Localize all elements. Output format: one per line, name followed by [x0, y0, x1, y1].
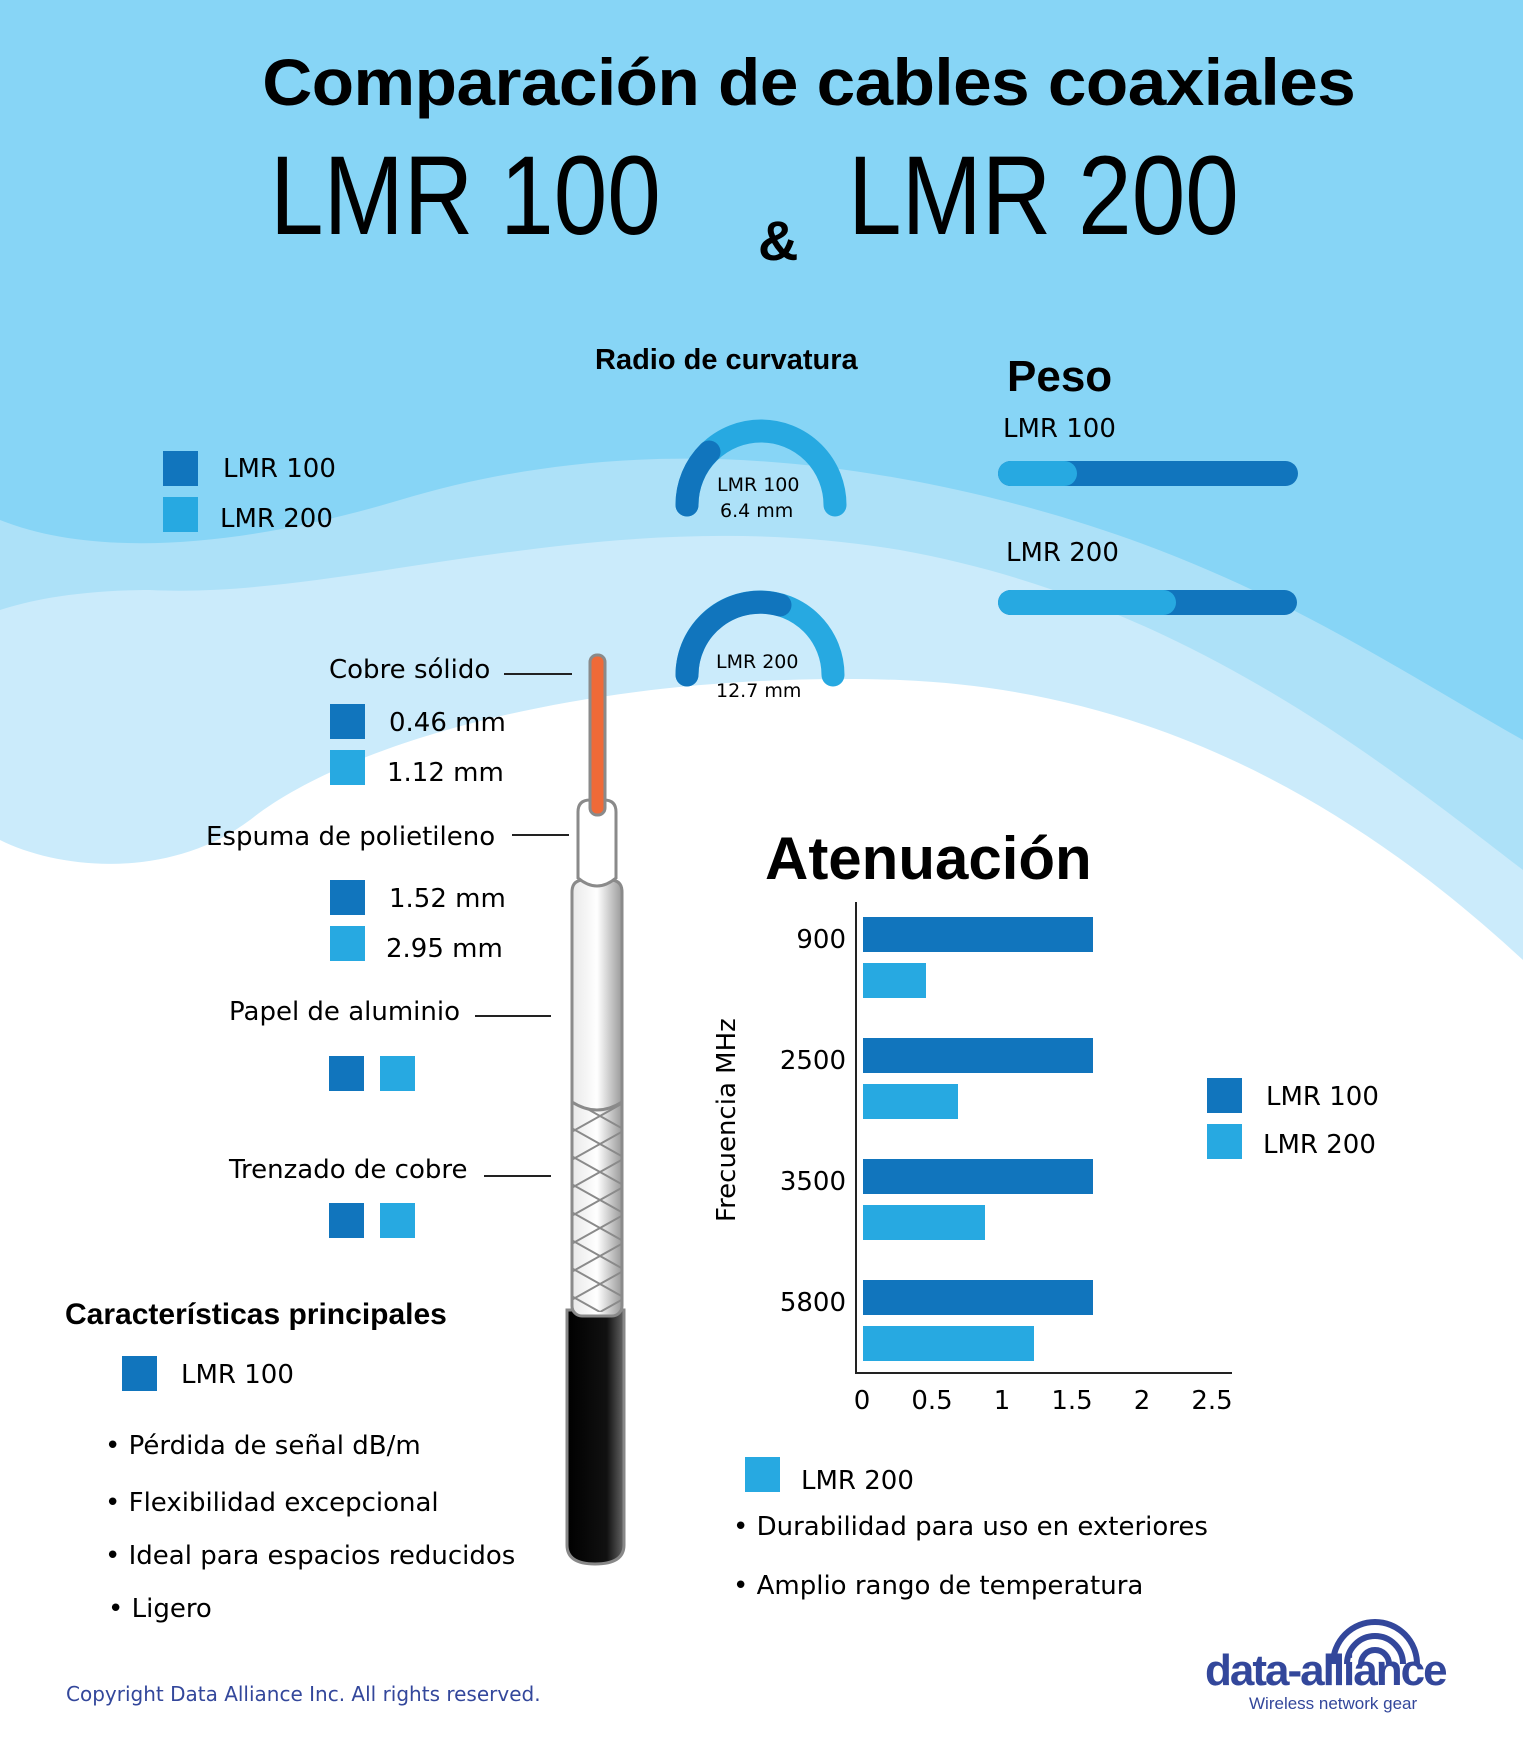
foil-layer — [570, 878, 624, 1112]
y-axis-line — [855, 902, 857, 1374]
leader-line-foil — [475, 1015, 551, 1017]
legend-label-lmr100: LMR 100 — [223, 454, 336, 484]
y-tick-5800: 5800 — [779, 1288, 846, 1318]
swatch-copper-lmr200 — [330, 750, 365, 785]
bar-lmr200-5800 — [863, 1326, 1034, 1361]
bend-lmr200-value: 12.7 mm — [716, 680, 802, 702]
bend-lmr200-label: LMR 200 — [716, 651, 799, 673]
logo-tagline: Wireless network gear — [1249, 1694, 1418, 1713]
product-b-title: LMR 200 — [848, 133, 1239, 258]
foam-lmr200-value: 2.95 mm — [386, 934, 503, 964]
copper-core — [588, 653, 607, 817]
features-title: Características principales — [65, 1298, 447, 1331]
x-axis-line — [855, 1372, 1232, 1374]
copyright-text: Copyright Data Alliance Inc. All rights … — [66, 1682, 541, 1706]
feature-bullet: • Amplio rango de temperatura — [733, 1571, 1144, 1601]
features-swatch-lmr200 — [745, 1457, 780, 1492]
bend-radius-title: Radio de curvatura — [595, 344, 858, 376]
foam-layer — [576, 798, 618, 888]
features-label-lmr200: LMR 200 — [801, 1466, 914, 1496]
legend-swatch-lmr200 — [163, 497, 198, 532]
chart-legend-swatch-lmr200 — [1207, 1124, 1242, 1159]
swatch-braid-lmr200 — [380, 1203, 415, 1238]
x-tick: 0.5 — [911, 1386, 953, 1416]
leader-line-copper — [504, 673, 572, 675]
chart-legend-swatch-lmr100 — [1207, 1078, 1242, 1113]
layer-label-copper: Cobre sólido — [329, 655, 491, 685]
chart-legend-label-lmr100: LMR 100 — [1266, 1082, 1379, 1112]
bar-lmr100-900 — [863, 917, 1093, 952]
copper-lmr200-value: 1.12 mm — [387, 758, 504, 788]
jacket-layer — [565, 1308, 626, 1566]
feature-bullet: • Ligero — [108, 1594, 212, 1624]
feature-bullet: • Ideal para espacios reducidos — [105, 1541, 516, 1571]
legend-label-lmr200: LMR 200 — [220, 504, 333, 534]
features-label-lmr100: LMR 100 — [181, 1360, 294, 1390]
y-tick-3500: 3500 — [779, 1167, 846, 1197]
bar-lmr100-5800 — [863, 1280, 1093, 1315]
copper-lmr100-value: 0.46 mm — [389, 708, 506, 738]
leader-line-foam — [512, 834, 569, 836]
x-tick: 0 — [853, 1386, 871, 1416]
ampersand: & — [758, 209, 799, 272]
swatch-copper-lmr100 — [330, 704, 365, 739]
swatch-foil-lmr200 — [380, 1056, 415, 1091]
bar-lmr200-900 — [863, 963, 926, 998]
x-tick: 1 — [993, 1386, 1011, 1416]
feature-bullet: • Flexibilidad excepcional — [105, 1488, 439, 1518]
swatch-foam-lmr200 — [330, 926, 365, 961]
chart-legend-label-lmr200: LMR 200 — [1263, 1130, 1376, 1160]
product-a-title: LMR 100 — [270, 133, 661, 258]
weight-bar-lmr100 — [998, 461, 1298, 486]
y-axis-label: Frecuencia MHz — [712, 1018, 742, 1222]
data-alliance-logo[interactable]: data-alliance Wireless network gear — [1205, 1610, 1485, 1713]
bar-lmr200-3500 — [863, 1205, 985, 1240]
bend-arc-lmr100-fill — [675, 440, 721, 517]
layer-label-foam: Espuma de polietileno — [206, 822, 496, 852]
leader-line-braid — [484, 1175, 551, 1177]
bend-radius-gauges — [675, 419, 847, 687]
weight-lmr100-label: LMR 100 — [1003, 414, 1116, 444]
logo-wordmark: data-alliance — [1205, 1646, 1448, 1695]
weight-title: Peso — [1007, 352, 1113, 401]
chart-title: Atenuación — [765, 825, 1092, 892]
weight-lmr200-label: LMR 200 — [1006, 538, 1119, 568]
page-title: Comparación de cables coaxiales — [262, 45, 1356, 119]
feature-bullet: • Pérdida de señal dB/m — [105, 1431, 421, 1461]
coax-cable-illustration — [565, 653, 626, 1566]
layer-label-foil: Papel de aluminio — [229, 997, 460, 1027]
bend-arc-lmr200-fill — [675, 590, 792, 687]
swatch-foam-lmr100 — [330, 880, 365, 915]
bar-lmr100-3500 — [863, 1159, 1093, 1194]
wireless-signal-icon — [1330, 1619, 1420, 1665]
y-tick-2500: 2500 — [779, 1046, 846, 1076]
x-tick: 2 — [1133, 1386, 1151, 1416]
bend-lmr100-label: LMR 100 — [717, 474, 800, 496]
bar-lmr200-2500 — [863, 1084, 958, 1119]
layer-label-braid: Trenzado de cobre — [229, 1155, 468, 1185]
bar-lmr100-2500 — [863, 1038, 1093, 1073]
foam-lmr100-value: 1.52 mm — [389, 884, 506, 914]
swatch-foil-lmr100 — [329, 1056, 364, 1091]
feature-bullet: • Durabilidad para uso en exteriores — [733, 1512, 1208, 1542]
y-tick-900: 900 — [796, 925, 846, 955]
weight-bar-lmr200 — [998, 590, 1297, 615]
legend-swatch-lmr100 — [163, 451, 198, 486]
x-tick: 1.5 — [1051, 1386, 1093, 1416]
swatch-braid-lmr100 — [329, 1203, 364, 1238]
weight-bar-lmr100-fill — [998, 461, 1077, 486]
x-tick: 2.5 — [1191, 1386, 1233, 1416]
bend-lmr100-value: 6.4 mm — [720, 500, 794, 522]
features-swatch-lmr100 — [122, 1356, 157, 1391]
weight-bar-lmr200-fill — [998, 590, 1176, 615]
